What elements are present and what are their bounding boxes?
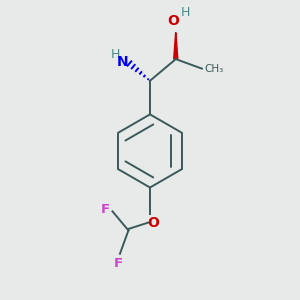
Text: F: F: [114, 257, 123, 270]
Text: N: N: [116, 55, 128, 69]
Text: F: F: [100, 203, 109, 216]
Polygon shape: [174, 33, 178, 59]
Text: CH₃: CH₃: [204, 64, 224, 74]
Text: O: O: [148, 216, 159, 230]
Text: H: H: [111, 48, 120, 61]
Text: O: O: [167, 14, 179, 28]
Text: H: H: [180, 6, 190, 19]
